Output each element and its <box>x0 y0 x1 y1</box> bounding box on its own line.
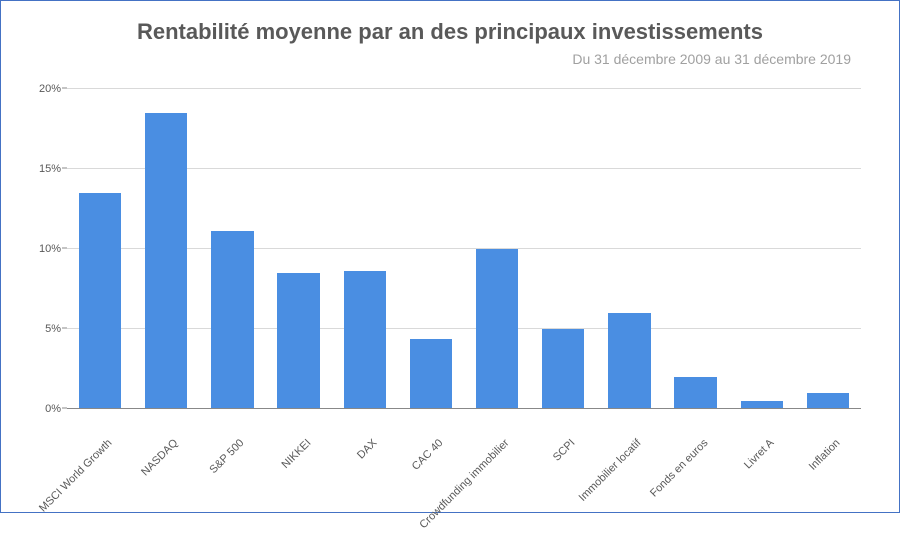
bar-slot <box>729 89 795 409</box>
bar-slot <box>332 89 398 409</box>
plot-area <box>67 89 861 409</box>
bar-slot <box>795 89 861 409</box>
x-axis-labels: MSCI World GrowthNASDAQS&P 500NIKKEIDAX C… <box>67 437 861 547</box>
bar-slot <box>596 89 662 409</box>
bar <box>79 193 121 409</box>
bar-slot <box>199 89 265 409</box>
bar-slot <box>67 89 133 409</box>
x-tick-label: DAX <box>371 421 395 445</box>
bar <box>211 231 253 409</box>
bar-slot <box>464 89 530 409</box>
y-tick-label: 15% <box>39 163 61 175</box>
x-label-slot: Crowdfunding immobilier <box>464 437 530 547</box>
bar-slot <box>133 89 199 409</box>
x-label-slot: Livret A <box>729 437 795 547</box>
bar-slot <box>663 89 729 409</box>
bar <box>277 273 319 409</box>
x-label-slot: DAX <box>332 437 398 547</box>
y-tick-label: 5% <box>45 323 61 335</box>
x-label-slot: S&P 500 <box>199 437 265 547</box>
y-tick-label: 20% <box>39 83 61 95</box>
x-label-slot: NIKKEI <box>266 437 332 547</box>
bar-slot <box>266 89 332 409</box>
x-label-slot: NASDAQ <box>133 437 199 547</box>
bar-slot <box>398 89 464 409</box>
y-axis: 0%5%10%15%20% <box>29 89 67 409</box>
x-label-slot: Fonds en euros <box>663 437 729 547</box>
bars-group <box>67 89 861 409</box>
x-tick-label: SCPI <box>569 419 596 446</box>
x-label-slot: Inflation <box>795 437 861 547</box>
y-tick-label: 0% <box>45 403 61 415</box>
bar <box>410 339 452 409</box>
chart-subtitle: Du 31 décembre 2009 au 31 décembre 2019 <box>29 51 871 67</box>
x-tick-label: Inflation <box>834 410 870 446</box>
chart-container: Rentabilité moyenne par an des principau… <box>0 0 900 513</box>
bar <box>807 393 849 409</box>
bar <box>344 271 386 409</box>
y-tick-label: 10% <box>39 243 61 255</box>
bar <box>476 249 518 409</box>
bar <box>145 113 187 409</box>
bar <box>608 313 650 409</box>
plot-wrapper: 0%5%10%15%20% <box>67 89 861 409</box>
x-label-slot: MSCI World Growth <box>67 437 133 547</box>
chart-title: Rentabilité moyenne par an des principau… <box>29 19 871 45</box>
